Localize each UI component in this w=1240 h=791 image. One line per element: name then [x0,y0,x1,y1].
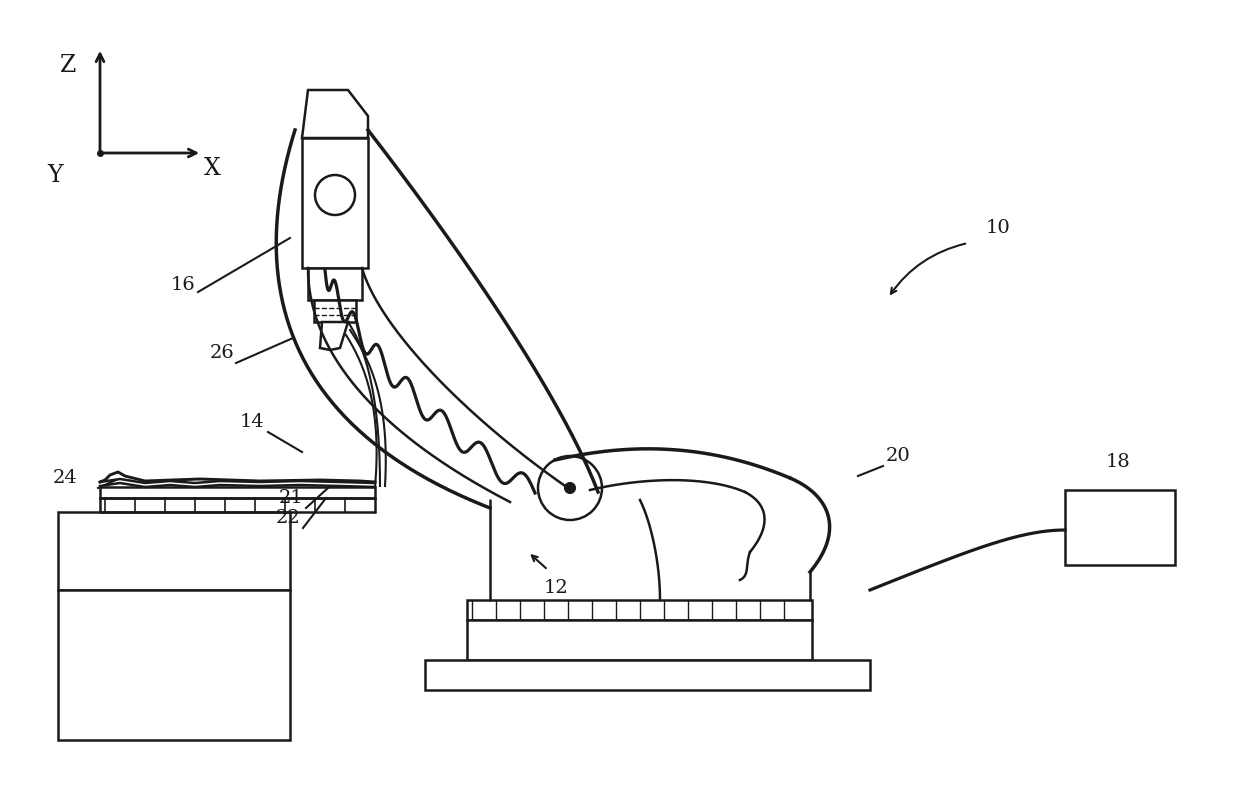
Text: 20: 20 [885,447,910,465]
Polygon shape [58,590,290,740]
Circle shape [565,483,575,493]
Polygon shape [467,620,812,660]
Polygon shape [314,300,356,322]
Polygon shape [320,322,348,350]
Polygon shape [303,138,368,268]
Polygon shape [308,268,362,300]
Text: 14: 14 [239,413,264,431]
Text: Y: Y [47,164,63,187]
Circle shape [538,456,601,520]
Text: 10: 10 [986,219,1011,237]
Polygon shape [100,487,374,498]
Polygon shape [1065,490,1176,565]
Text: 22: 22 [275,509,300,527]
Text: 16: 16 [171,276,196,294]
Text: Z: Z [60,54,76,77]
Text: 21: 21 [279,489,304,507]
Text: 24: 24 [52,469,77,487]
Polygon shape [467,600,812,620]
Circle shape [315,175,355,215]
Polygon shape [425,660,870,690]
Polygon shape [303,90,368,138]
Text: 18: 18 [1106,453,1131,471]
Text: X: X [203,157,221,180]
Text: 12: 12 [543,579,568,597]
Polygon shape [58,512,290,590]
Text: 26: 26 [210,344,234,362]
